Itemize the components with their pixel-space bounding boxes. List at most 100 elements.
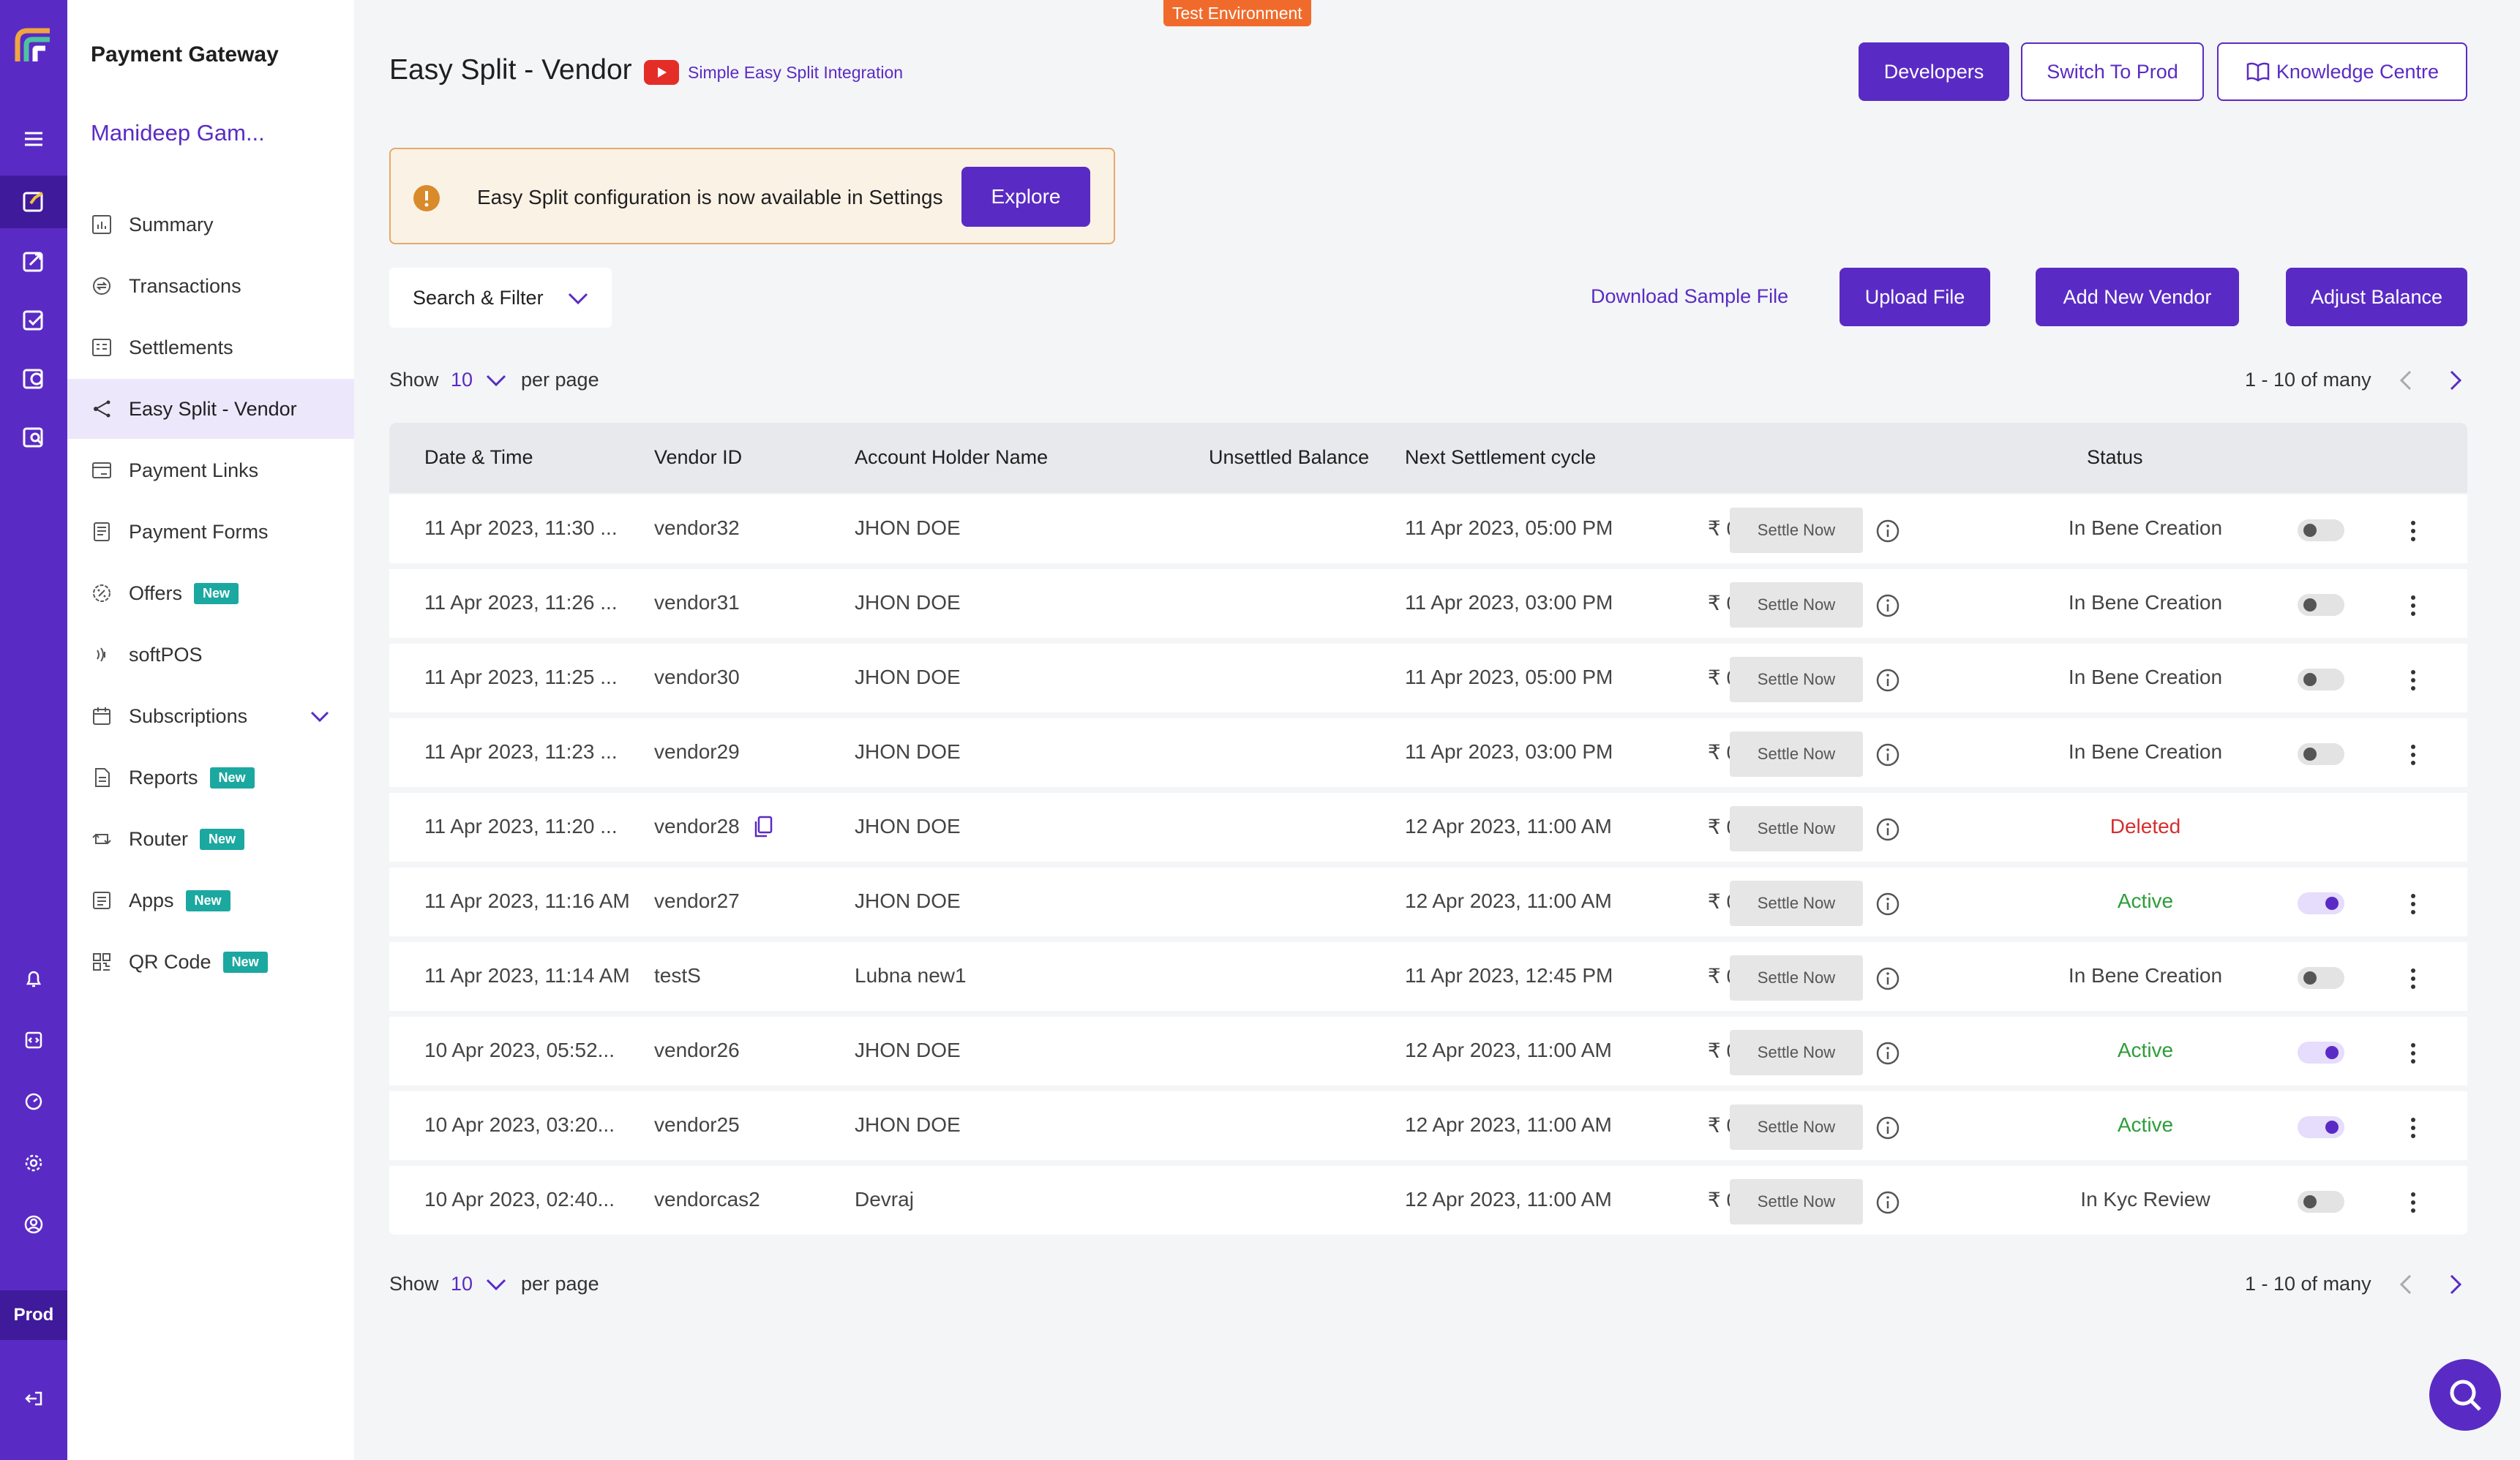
info-icon[interactable] — [1875, 1040, 1901, 1066]
info-icon[interactable] — [1875, 742, 1901, 768]
row-account-holder: JHON DOE — [855, 815, 961, 838]
info-icon[interactable] — [1875, 1189, 1901, 1216]
adjust-balance-button[interactable]: Adjust Balance — [2286, 268, 2467, 326]
sidebar-item-router[interactable]: Router New — [67, 809, 354, 869]
info-icon[interactable] — [1875, 966, 1901, 992]
sidebar-item-easy-split-vendor[interactable]: Easy Split - Vendor — [67, 379, 354, 439]
sidebar-item-offers[interactable]: Offers New — [67, 563, 354, 623]
settle-now-button[interactable]: Settle Now — [1730, 582, 1863, 628]
table-row[interactable]: 11 Apr 2023, 11:25 ... vendor30 JHON DOE ₹ … — [389, 644, 2467, 715]
secure-id-icon[interactable] — [0, 411, 67, 464]
developers-button[interactable]: Developers — [1859, 42, 2009, 101]
vendor-active-toggle[interactable] — [2298, 519, 2344, 541]
table-row[interactable]: 11 Apr 2023, 11:20 ... vendor28 JHON DOE ₹ … — [389, 793, 2467, 865]
explore-button[interactable]: Explore — [961, 167, 1090, 227]
chevron-left-icon[interactable] — [2396, 369, 2416, 392]
table-row[interactable]: 11 Apr 2023, 11:30 ... vendor32 JHON DOE ₹ … — [389, 494, 2467, 566]
settings-gear-icon[interactable] — [0, 1137, 67, 1189]
more-options-icon[interactable] — [2403, 591, 2423, 620]
vendor-active-toggle[interactable] — [2298, 892, 2344, 914]
sidebar-item-summary[interactable]: Summary — [67, 195, 354, 255]
chevron-left-icon[interactable] — [2396, 1273, 2416, 1296]
chevron-right-icon[interactable] — [2445, 369, 2466, 392]
more-options-icon[interactable] — [2403, 889, 2423, 919]
video-tutorial-link[interactable]: Simple Easy Split Integration — [688, 63, 904, 82]
vendor-active-toggle[interactable] — [2298, 594, 2344, 616]
more-options-icon[interactable] — [2403, 964, 2423, 993]
info-icon[interactable] — [1875, 891, 1901, 917]
chevron-down-icon[interactable] — [484, 1276, 508, 1295]
more-options-icon[interactable] — [2403, 740, 2423, 769]
sidebar-item-subscriptions[interactable]: Subscriptions — [67, 686, 354, 746]
youtube-icon[interactable] — [644, 60, 679, 85]
add-new-vendor-button[interactable]: Add New Vendor — [2036, 268, 2239, 326]
settle-now-button[interactable]: Settle Now — [1730, 657, 1863, 702]
profile-icon[interactable] — [0, 1198, 67, 1251]
search-filter-dropdown[interactable]: Search & Filter — [389, 268, 612, 328]
knowledge-centre-button[interactable]: Knowledge Centre — [2217, 42, 2467, 101]
sidebar-item-reports[interactable]: Reports New — [67, 748, 354, 808]
upload-file-button[interactable]: Upload File — [1840, 268, 1990, 326]
menu-icon[interactable] — [0, 113, 67, 165]
per-page-select[interactable]: 10 — [451, 1273, 473, 1295]
settle-now-button[interactable]: Settle Now — [1730, 1105, 1863, 1150]
verification-icon[interactable] — [0, 294, 67, 347]
settle-now-button[interactable]: Settle Now — [1730, 1179, 1863, 1224]
settle-now-button[interactable]: Settle Now — [1730, 1030, 1863, 1075]
vendor-active-toggle[interactable] — [2298, 1042, 2344, 1064]
settle-now-button[interactable]: Settle Now — [1730, 508, 1863, 553]
info-icon[interactable] — [1875, 667, 1901, 693]
switch-to-prod-button[interactable]: Switch To Prod — [2021, 42, 2204, 101]
developer-icon[interactable] — [0, 1014, 67, 1066]
info-icon[interactable] — [1875, 1115, 1901, 1141]
subscriptions-icon — [89, 704, 114, 729]
settle-now-button[interactable]: Settle Now — [1730, 955, 1863, 1001]
per-page-select[interactable]: 10 — [451, 369, 473, 391]
app-logo-icon[interactable] — [13, 25, 54, 66]
payouts-icon[interactable] — [0, 236, 67, 288]
payment-gateway-icon[interactable] — [0, 176, 67, 228]
vendor-active-toggle[interactable] — [2298, 1116, 2344, 1138]
sidebar-item-transactions[interactable]: Transactions — [67, 256, 354, 316]
sidebar-item-payment-links[interactable]: Payment Links — [67, 440, 354, 500]
cross-border-icon[interactable] — [0, 353, 67, 405]
settle-now-button[interactable]: Settle Now — [1730, 881, 1863, 926]
sidebar-item-payment-forms[interactable]: Payment Forms — [67, 502, 354, 562]
dashboard-gauge-icon[interactable] — [0, 1075, 67, 1128]
sidebar-item-settlements[interactable]: Settlements — [67, 317, 354, 377]
more-options-icon[interactable] — [2403, 516, 2423, 546]
vendor-active-toggle[interactable] — [2298, 669, 2344, 691]
more-options-icon[interactable] — [2403, 666, 2423, 695]
sidebar-item-apps[interactable]: Apps New — [67, 870, 354, 930]
vendor-active-toggle[interactable] — [2298, 967, 2344, 989]
prod-badge[interactable]: Prod — [0, 1290, 67, 1340]
merchant-name[interactable]: Manideep Gam... — [91, 120, 265, 146]
help-search-button[interactable] — [2429, 1359, 2501, 1431]
table-row[interactable]: 11 Apr 2023, 11:23 ... vendor29 JHON DOE ₹ … — [389, 718, 2467, 790]
info-icon[interactable] — [1875, 518, 1901, 544]
download-sample-file-link[interactable]: Download Sample File — [1591, 285, 1789, 307]
more-options-icon[interactable] — [2403, 1113, 2423, 1143]
more-options-icon[interactable] — [2403, 1039, 2423, 1068]
info-icon[interactable] — [1875, 816, 1901, 843]
chevron-right-icon[interactable] — [2445, 1273, 2466, 1296]
bell-icon[interactable] — [0, 952, 67, 1005]
settle-now-button[interactable]: Settle Now — [1730, 731, 1863, 777]
chevron-down-icon[interactable] — [484, 372, 508, 391]
logout-icon[interactable] — [0, 1372, 67, 1425]
table-row[interactable]: 11 Apr 2023, 11:26 ... vendor31 JHON DOE ₹ … — [389, 569, 2467, 641]
more-options-icon[interactable] — [2403, 1188, 2423, 1217]
sidebar-item-qr-code[interactable]: QR Code New — [67, 932, 354, 992]
sidebar-item-softpos[interactable]: softPOS — [67, 625, 354, 685]
settle-now-button[interactable]: Settle Now — [1730, 806, 1863, 851]
chevron-down-icon[interactable] — [307, 704, 332, 729]
vendor-active-toggle[interactable] — [2298, 1191, 2344, 1213]
info-icon[interactable] — [1875, 592, 1901, 619]
vendor-active-toggle[interactable] — [2298, 743, 2344, 765]
copy-icon[interactable] — [752, 815, 774, 840]
